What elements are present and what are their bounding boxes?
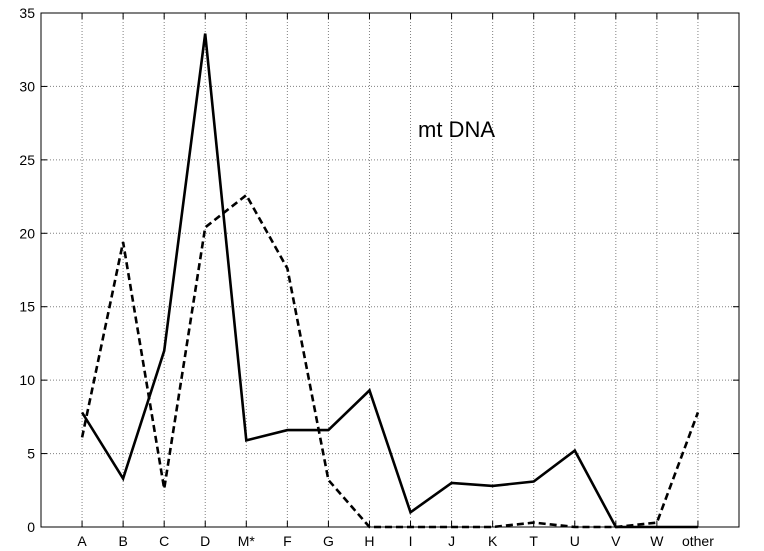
x-tick-label: W [650, 533, 664, 549]
plot-frame [40, 12, 740, 528]
x-tick-label: V [611, 533, 621, 549]
y-tick-label: 0 [27, 519, 35, 535]
x-tick-label: H [364, 533, 374, 549]
y-tick-label: 20 [19, 225, 35, 241]
x-tick-label: C [159, 533, 169, 549]
y-axis: 0 5 10 15 20 25 30 35 [19, 5, 739, 535]
chart-annotation: mt DNA [418, 117, 495, 142]
y-tick-label: 30 [19, 78, 35, 94]
x-tick-label: K [488, 533, 498, 549]
y-tick-label: 15 [19, 299, 35, 315]
x-tick-label: I [409, 533, 413, 549]
y-tick-label: 25 [19, 152, 35, 168]
x-tick-label: D [200, 533, 210, 549]
x-tick-label: M* [238, 533, 256, 549]
x-tick-label: B [118, 533, 127, 549]
y-tick-label: 10 [19, 372, 35, 388]
x-tick-label: U [570, 533, 580, 549]
x-tick-label: other [682, 533, 714, 549]
x-tick-label: F [283, 533, 292, 549]
x-tick-label: G [323, 533, 334, 549]
x-tick-label: J [448, 533, 455, 549]
y-tick-label: 5 [27, 446, 35, 462]
x-tick-label: T [529, 533, 538, 549]
x-tick-label: A [77, 533, 87, 549]
series-line-solid [80, 33, 698, 529]
y-tick-label: 35 [19, 5, 35, 21]
